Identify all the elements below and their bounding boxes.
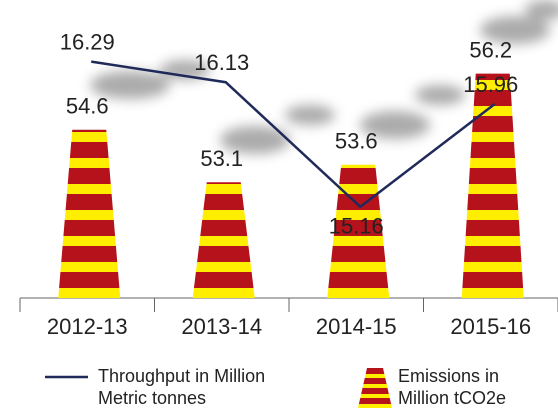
throughput-line (91, 60, 496, 209)
line-value-label: 16.29 (60, 29, 115, 54)
x-tick-label: 2014-15 (316, 314, 397, 339)
smoke (90, 0, 558, 154)
legend-bar-label: Emissions in Million tCO2e (398, 366, 507, 408)
bar-value-label: 53.6 (335, 129, 378, 154)
chimney-bar (58, 129, 121, 298)
chimney-bar (461, 73, 524, 298)
line-value-label: 15.96 (463, 72, 518, 97)
x-tick-label: 2015-16 (450, 314, 531, 339)
chimney-bar (327, 164, 390, 298)
bar-value-label: 54.6 (66, 94, 109, 119)
chimney-bar (192, 182, 255, 298)
bar-value-label: 56.2 (469, 37, 512, 62)
line-value-label: 16.13 (194, 50, 249, 75)
legend-line-label: Throughput in Million Metric tonnes (98, 366, 266, 408)
legend-bar-icon (358, 368, 392, 408)
line-value-label: 15.16 (329, 214, 384, 239)
x-tick-label: 2012-13 (47, 314, 128, 339)
x-tick-label: 2013-14 (181, 314, 262, 339)
bar-value-label: 53.1 (200, 146, 243, 171)
